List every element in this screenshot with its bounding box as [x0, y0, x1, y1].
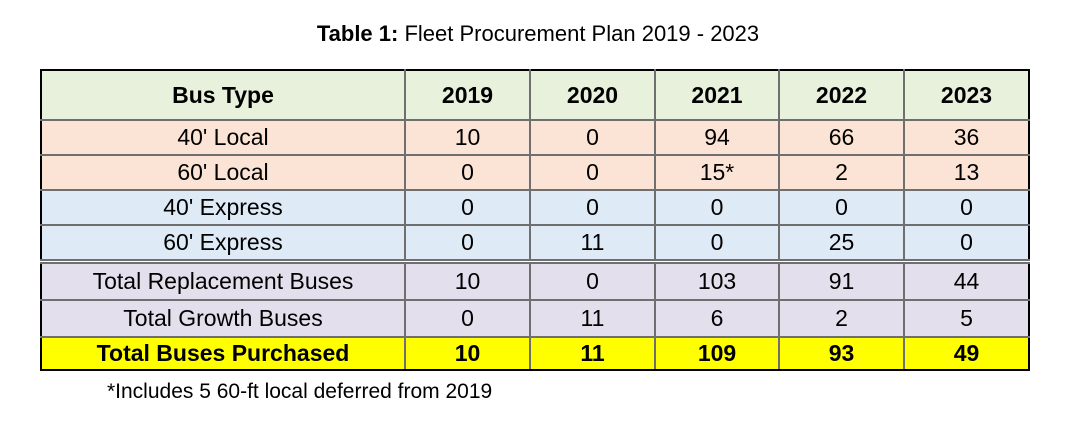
value-cell-2022: 2 — [778, 154, 905, 191]
value-cell-2020: 11 — [529, 224, 656, 263]
value-cell-2022: 0 — [778, 189, 905, 226]
column-header-2019: 2019 — [404, 69, 531, 121]
table-row-total-purchased: Total Buses Purchased 10 11 109 93 49 — [40, 336, 1030, 371]
value-cell-2023: 0 — [903, 189, 1030, 226]
table-row-total-replacement: Total Replacement Buses 10 0 103 91 44 — [40, 259, 1030, 301]
value-cell-2020: 0 — [529, 259, 656, 301]
table-caption: Table 1: Fleet Procurement Plan 2019 - 2… — [0, 20, 1076, 48]
value-cell-2022: 66 — [778, 119, 905, 156]
table-row-40-express: 40' Express 0 0 0 0 0 — [40, 189, 1030, 226]
bus-type-cell: 60' Express — [40, 224, 406, 263]
value-cell-2021: 0 — [654, 224, 780, 263]
column-header-2022: 2022 — [778, 69, 905, 121]
value-cell-2021: 6 — [654, 299, 780, 338]
table-row-40-local: 40' Local 10 0 94 66 36 — [40, 119, 1030, 156]
value-cell-2023: 36 — [903, 119, 1030, 156]
value-cell-2019: 10 — [404, 119, 531, 156]
bus-type-cell: Total Buses Purchased — [40, 336, 406, 371]
value-cell-2023: 44 — [903, 259, 1030, 301]
bus-type-cell: 60' Local — [40, 154, 406, 191]
value-cell-2021: 0 — [654, 189, 780, 226]
value-cell-2019: 10 — [404, 336, 531, 371]
value-cell-2019: 0 — [404, 154, 531, 191]
value-cell-2021: 103 — [654, 259, 780, 301]
value-cell-2023: 13 — [903, 154, 1030, 191]
bus-type-cell: Total Replacement Buses — [40, 259, 406, 301]
table-row-total-growth: Total Growth Buses 0 11 6 2 5 — [40, 299, 1030, 338]
value-cell-2020: 0 — [529, 189, 656, 226]
value-cell-2023: 49 — [903, 336, 1030, 371]
table-caption-label: Table 1: — [316, 21, 399, 46]
value-cell-2021: 15* — [654, 154, 780, 191]
value-cell-2022: 93 — [778, 336, 905, 371]
value-cell-2020: 0 — [529, 119, 656, 156]
value-cell-2019: 10 — [404, 259, 531, 301]
value-cell-2021: 109 — [654, 336, 780, 371]
value-cell-2022: 2 — [778, 299, 905, 338]
column-header-2021: 2021 — [654, 69, 780, 121]
table-header-row: Bus Type 2019 2020 2021 2022 2023 — [40, 69, 1030, 121]
value-cell-2019: 0 — [404, 224, 531, 263]
value-cell-2019: 0 — [404, 299, 531, 338]
column-header-2023: 2023 — [903, 69, 1030, 121]
value-cell-2020: 0 — [529, 154, 656, 191]
table-caption-text: Fleet Procurement Plan 2019 - 2023 — [404, 21, 760, 46]
value-cell-2020: 11 — [529, 336, 656, 371]
value-cell-2023: 5 — [903, 299, 1030, 338]
value-cell-2022: 25 — [778, 224, 905, 263]
bus-type-cell: Total Growth Buses — [40, 299, 406, 338]
fleet-procurement-table: Bus Type 2019 2020 2021 2022 2023 40' Lo… — [40, 69, 1030, 371]
value-cell-2020: 11 — [529, 299, 656, 338]
column-header-bus-type: Bus Type — [40, 69, 406, 121]
bus-type-cell: 40' Local — [40, 119, 406, 156]
table-row-60-express: 60' Express 0 11 0 25 0 — [40, 224, 1030, 263]
column-header-2020: 2020 — [529, 69, 656, 121]
value-cell-2023: 0 — [903, 224, 1030, 263]
value-cell-2021: 94 — [654, 119, 780, 156]
value-cell-2022: 91 — [778, 259, 905, 301]
bus-type-cell: 40' Express — [40, 189, 406, 226]
value-cell-2019: 0 — [404, 189, 531, 226]
table-row-60-local: 60' Local 0 0 15* 2 13 — [40, 154, 1030, 191]
table-footnote: *Includes 5 60-ft local deferred from 20… — [107, 380, 493, 403]
